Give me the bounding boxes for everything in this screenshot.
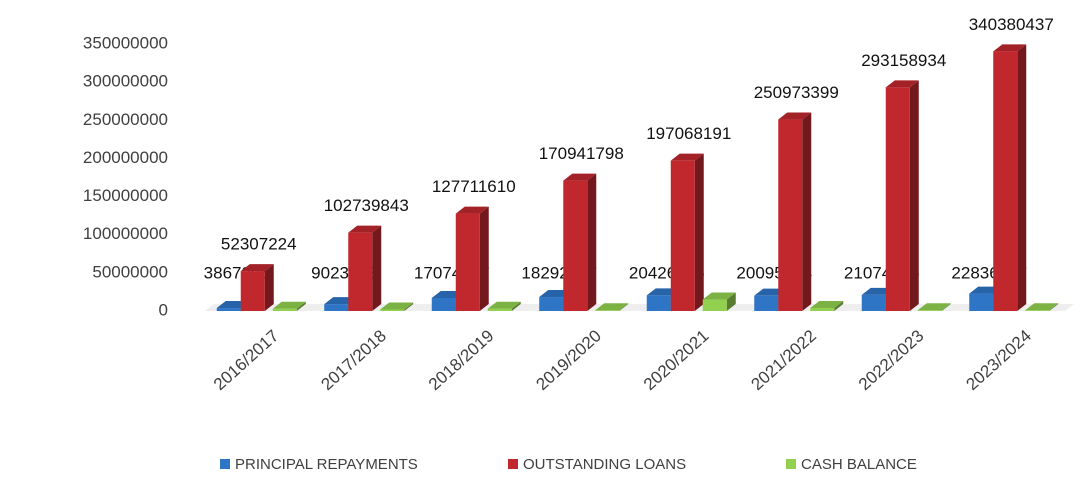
bar <box>993 51 1018 312</box>
bar <box>348 232 373 311</box>
bar-top <box>595 303 629 311</box>
bar-top <box>917 303 951 311</box>
bar-side <box>511 301 521 311</box>
legend-swatch <box>508 459 518 469</box>
legend-label: OUTSTANDING LOANS <box>523 456 686 473</box>
y-tick-label: 0 <box>159 300 168 319</box>
bar <box>861 294 886 311</box>
bar <box>670 160 695 311</box>
x-tick-label: 2017/2018 <box>317 326 389 394</box>
bar <box>272 308 297 311</box>
bar-side <box>479 206 489 311</box>
bar-top <box>993 44 1027 52</box>
bar <box>969 293 994 311</box>
x-tick-label: 2016/2017 <box>210 326 282 394</box>
bar-side <box>296 301 306 311</box>
bar <box>455 213 480 311</box>
bar-side <box>587 173 597 311</box>
bar-top <box>1025 303 1059 311</box>
y-tick-label: 150000000 <box>83 186 168 205</box>
bar-side <box>694 153 704 311</box>
bar-top <box>563 173 597 181</box>
y-tick-label: 300000000 <box>83 72 168 91</box>
data-label: 170941798 <box>539 144 624 163</box>
x-tick-label: 2020/2021 <box>640 326 712 394</box>
bar-side <box>802 112 812 311</box>
bar-top <box>455 206 489 214</box>
bar-top <box>810 300 844 308</box>
data-label: 102739843 <box>324 196 409 215</box>
bar <box>431 297 456 311</box>
bar <box>380 309 405 311</box>
bar <box>1025 310 1050 311</box>
bar-top <box>885 80 919 88</box>
legend-swatch <box>786 459 796 469</box>
y-tick-label: 100000000 <box>83 224 168 243</box>
data-label: 293158934 <box>861 51 946 70</box>
bar <box>240 271 265 311</box>
bar-side <box>1049 303 1059 311</box>
bar-top <box>670 153 704 161</box>
bar-side <box>372 225 382 311</box>
floor <box>205 304 1074 311</box>
bar-top <box>272 301 306 309</box>
bar <box>702 299 727 311</box>
legend-label: PRINCIPAL REPAYMENTS <box>235 456 418 473</box>
bar <box>539 297 564 311</box>
y-tick-label: 200000000 <box>83 148 168 167</box>
bar-top <box>778 112 812 120</box>
data-label: 52307224 <box>221 235 297 254</box>
bar <box>216 308 241 311</box>
bar-top <box>702 292 736 300</box>
data-label: 197068191 <box>646 124 731 143</box>
bar <box>324 304 349 311</box>
x-tick-label: 2019/2020 <box>532 326 604 394</box>
data-label: 250973399 <box>754 83 839 102</box>
x-tick-label: 2018/2019 <box>425 326 497 394</box>
x-tick-label: 2022/2023 <box>855 326 927 394</box>
bar-side <box>941 303 951 311</box>
x-tick-label: 2021/2022 <box>747 326 819 394</box>
y-tick-label: 350000000 <box>83 33 168 52</box>
bar <box>885 87 910 312</box>
bar-side <box>1017 44 1027 312</box>
y-tick-label: 50000000 <box>92 262 168 281</box>
bar <box>917 310 942 311</box>
bar <box>810 307 835 311</box>
data-label: 127711610 <box>432 177 516 196</box>
bar <box>595 310 620 311</box>
y-tick-label: 250000000 <box>83 110 168 129</box>
bar <box>487 308 512 311</box>
bar-side <box>726 292 736 311</box>
bar <box>563 180 588 311</box>
x-tick-label: 2023/2024 <box>962 326 1034 394</box>
bar-top <box>240 264 274 272</box>
bar-top <box>487 301 521 309</box>
data-label: 340380437 <box>969 15 1054 34</box>
bar-side <box>834 300 844 311</box>
bar-side <box>909 80 919 312</box>
bar <box>778 119 803 311</box>
legend-swatch <box>220 459 230 469</box>
bar-top <box>380 302 414 310</box>
bar-side <box>264 264 274 311</box>
bar-side <box>619 303 629 311</box>
legend-label: CASH BALANCE <box>801 456 917 473</box>
bar <box>754 295 779 311</box>
bar-side <box>404 302 414 311</box>
bar <box>646 295 671 311</box>
bar-top <box>348 225 382 233</box>
